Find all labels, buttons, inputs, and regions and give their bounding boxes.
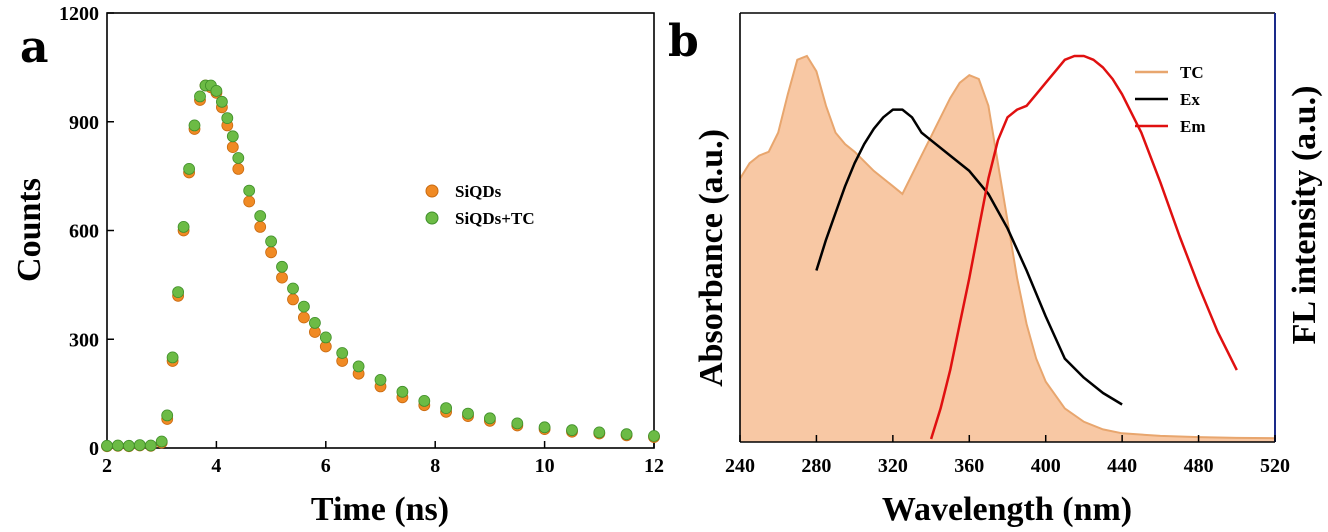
y-tick-label: 0 <box>89 438 99 460</box>
panel-a-x-axis-title: Time (ns) <box>311 491 449 528</box>
siqds-tc-point <box>194 90 206 103</box>
panel-b-y-axis-title-right: FL intensity (a.u.) <box>1286 86 1323 345</box>
siqds-tc-point <box>226 130 239 143</box>
em-spectrum-line <box>929 54 1238 440</box>
siqds-tc-point <box>440 402 453 415</box>
siqds-tc-point <box>620 428 633 441</box>
siqds-tc-point <box>297 300 310 313</box>
siqds-tc-point <box>308 316 321 329</box>
siqds-point <box>297 311 310 324</box>
x-tick-label: 440 <box>1107 455 1137 477</box>
siqds-tc-point <box>243 184 256 197</box>
siqds-tc-point <box>648 430 660 442</box>
siqds-point <box>276 271 288 284</box>
siqds-point <box>254 220 267 233</box>
x-tick-label: 360 <box>954 455 984 477</box>
tc-absorbance-line <box>739 54 1276 440</box>
ex-spectrum-line <box>815 108 1123 406</box>
siqds-tc-point <box>183 162 196 175</box>
panel-b: b 240 280 320 360 400 440 480 520 TC Ex Em Wave… <box>668 12 1323 528</box>
siqds-tc-point <box>161 409 174 422</box>
siqds-tc-point <box>101 439 113 452</box>
legend-label-tc: TC <box>1180 63 1204 82</box>
siqds-tc-point <box>177 220 190 233</box>
siqds-tc-point <box>232 152 245 164</box>
panel-b-series <box>739 54 1276 442</box>
siqds-tc-point <box>396 385 409 398</box>
x-tick-label: 6 <box>321 455 331 477</box>
legend-label-siqds-tc: SiQDs+TC <box>455 209 535 228</box>
siqds-tc-point <box>511 417 524 430</box>
legend-label-em: Em <box>1180 117 1206 136</box>
panel-b-tick-labels: 240 280 320 360 400 440 480 520 <box>725 455 1290 477</box>
siqds-point <box>265 246 278 259</box>
siqds-tc-point <box>276 260 288 273</box>
siqds-point <box>232 162 245 175</box>
siqds-tc-point <box>538 421 551 434</box>
y-tick-label: 900 <box>69 112 99 134</box>
siqds-tc-point <box>188 119 201 132</box>
siqds-tc-point <box>122 439 135 452</box>
siqds-tc-point <box>374 373 387 386</box>
x-tick-label: 400 <box>1031 455 1061 477</box>
siqds-tc-point <box>483 412 496 425</box>
siqds-tc-point <box>566 424 578 437</box>
siqds-tc-point <box>112 439 124 452</box>
siqds-tc-point <box>336 347 349 359</box>
panel-b-y-axis-title-left: Absorbance (a.u.) <box>693 129 730 387</box>
x-tick-label: 12 <box>644 455 664 477</box>
x-tick-label: 280 <box>801 455 831 477</box>
siqds-tc-point <box>221 112 234 124</box>
tc-absorbance-area <box>740 56 1275 442</box>
panel-b-label: b <box>668 16 699 67</box>
siqds-tc-point <box>166 351 179 364</box>
siqds-tc-point <box>254 210 267 222</box>
siqds-tc-point <box>462 407 474 420</box>
x-tick-label: 240 <box>725 455 755 477</box>
siqds-tc-point <box>319 331 332 344</box>
panel-a-data-points <box>101 79 660 453</box>
x-tick-label: 8 <box>430 455 440 477</box>
panel-a-tick-labels: 2 4 6 8 10 12 0 300 600 900 1200 <box>59 3 664 477</box>
x-tick-label: 320 <box>878 455 908 477</box>
siqds-tc-point <box>210 85 223 97</box>
panel-a-label: a <box>20 22 49 73</box>
siqds-tc-point <box>352 360 365 373</box>
x-tick-label: 10 <box>535 455 555 477</box>
legend-label-siqds: SiQDs <box>455 182 502 201</box>
legend-marker-siqds-tc <box>425 211 439 225</box>
panel-b-ticks <box>739 435 1276 442</box>
siqds-tc-point <box>287 282 299 295</box>
siqds-tc-point <box>155 435 168 448</box>
x-tick-label: 2 <box>102 455 112 477</box>
legend-marker-siqds <box>425 184 439 198</box>
siqds-tc-point <box>144 439 157 452</box>
siqds-point <box>287 293 299 306</box>
x-tick-label: 480 <box>1184 455 1214 477</box>
siqds-point <box>243 195 256 208</box>
siqds-tc-point <box>418 394 431 407</box>
y-tick-label: 600 <box>69 221 99 243</box>
y-tick-label: 300 <box>69 329 99 351</box>
siqds-tc-point <box>172 286 185 299</box>
panel-a-legend: SiQDs SiQDs+TC <box>425 182 535 228</box>
legend-label-ex: Ex <box>1180 90 1200 109</box>
siqds-tc-point <box>593 426 606 439</box>
panel-b-legend: TC Ex Em <box>1135 63 1206 136</box>
siqds-tc-point <box>265 235 278 248</box>
y-tick-label: 1200 <box>59 3 99 25</box>
x-tick-label: 520 <box>1260 455 1290 477</box>
panel-b-x-axis-title: Wavelength (nm) <box>882 491 1132 528</box>
siqds-point <box>226 141 239 154</box>
panel-a-y-axis-title: Counts <box>11 178 48 282</box>
siqds-tc-point <box>133 439 146 452</box>
x-tick-label: 4 <box>211 455 221 477</box>
siqds-tc-point <box>215 95 228 108</box>
